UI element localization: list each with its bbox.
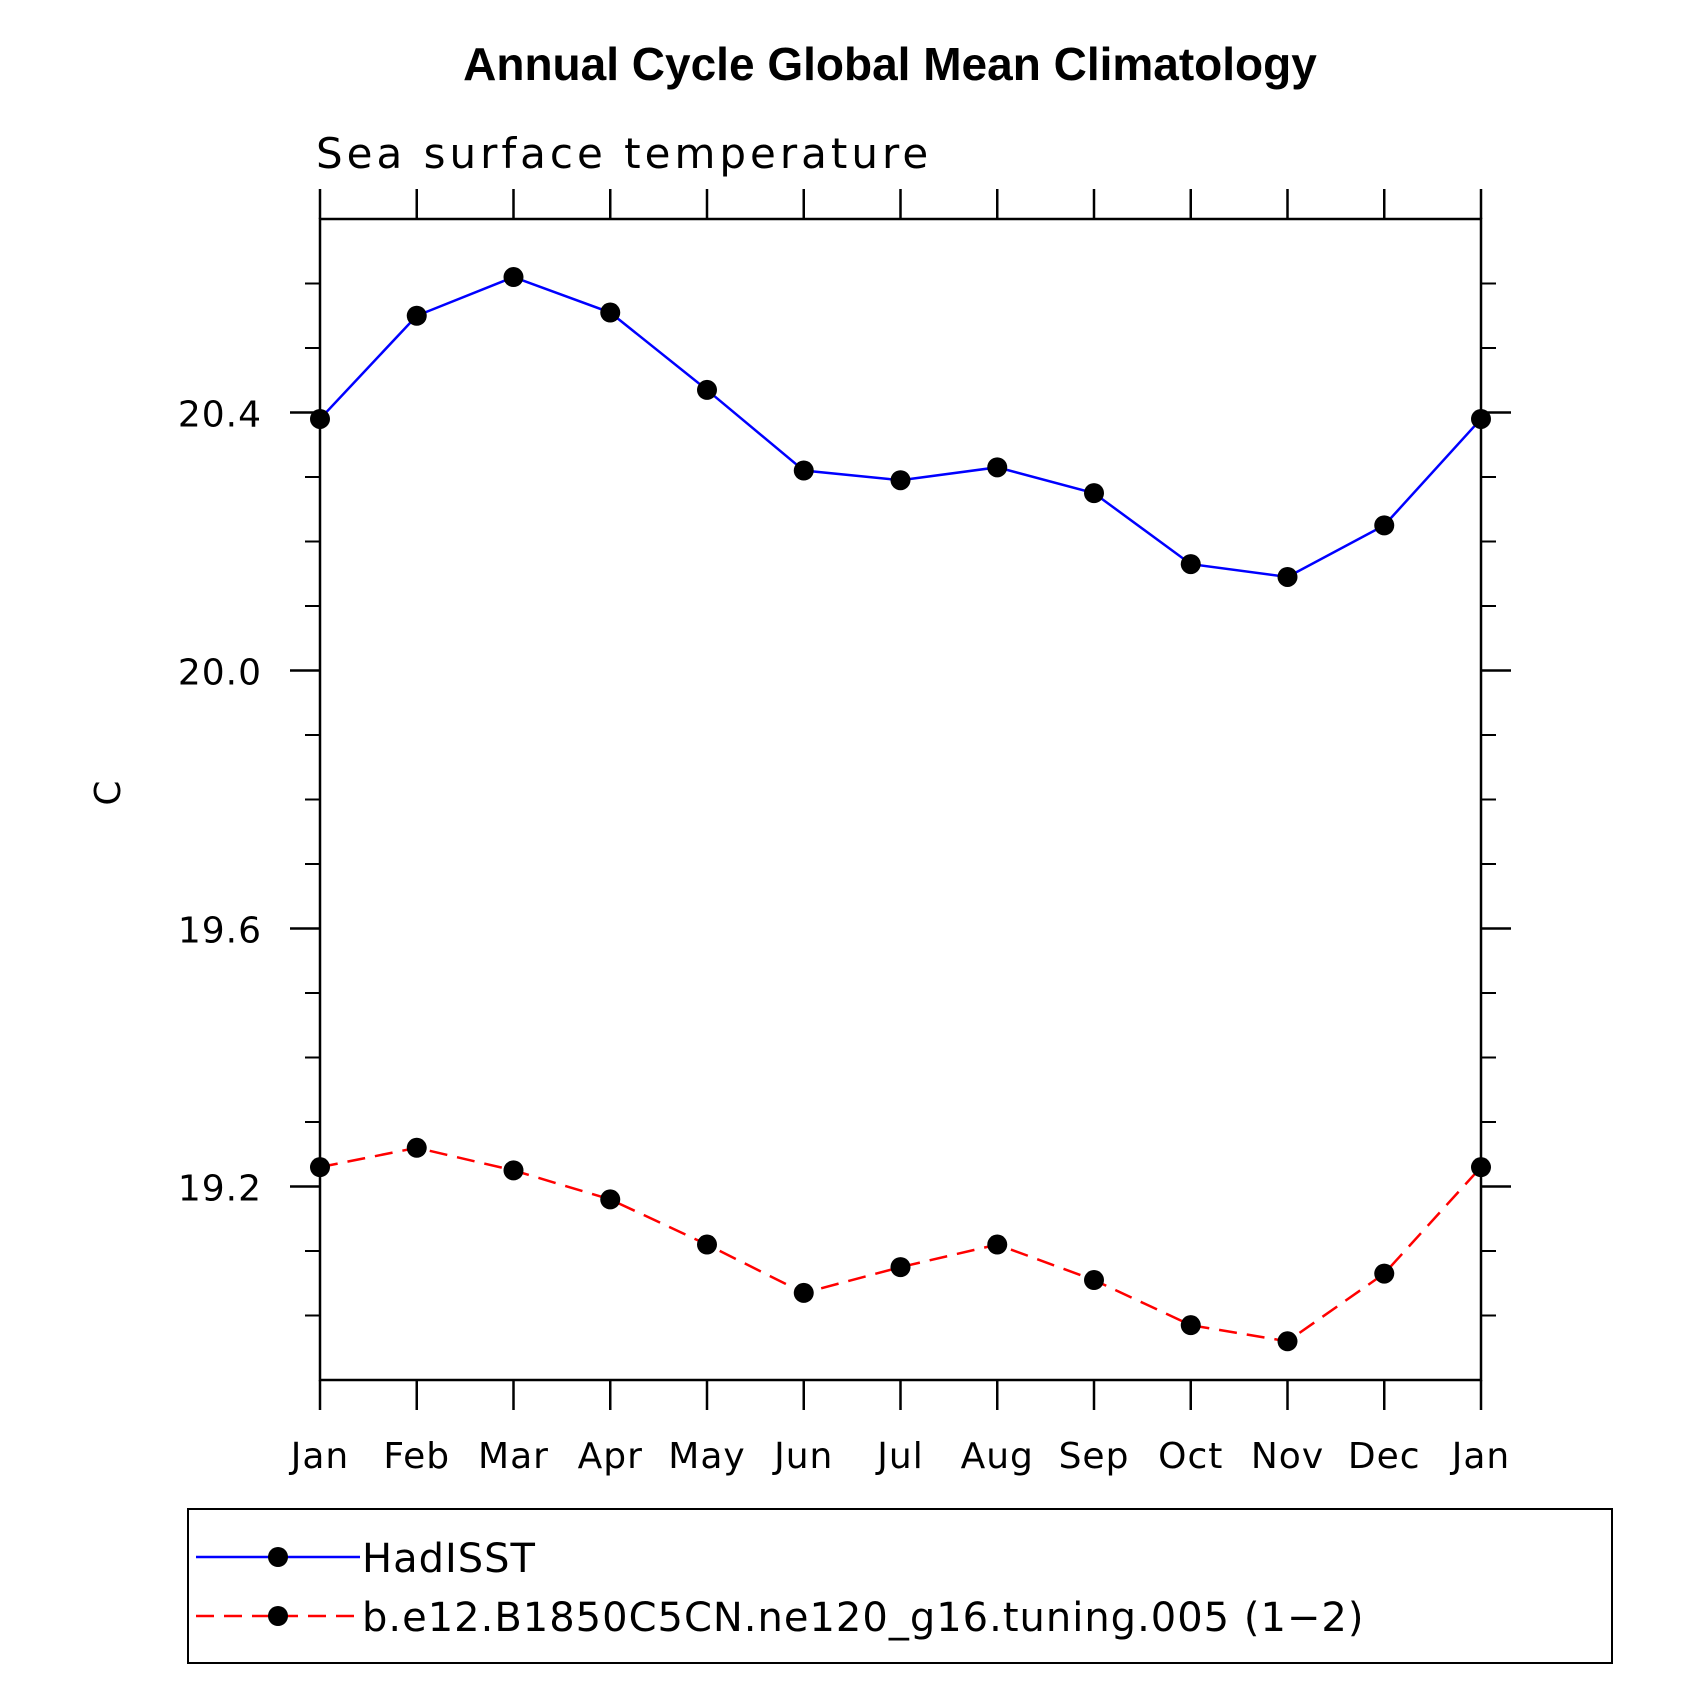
x-tick-labels: Jan Feb Mar Apr May Jun Jul Aug Sep Oct Nov Dec Jan <box>289 1436 1511 1477</box>
series-1-point <box>890 1257 911 1278</box>
series-1-point <box>503 1160 524 1181</box>
x-tick-label: Dec <box>1348 1436 1421 1477</box>
legend-marker-model <box>268 1606 288 1626</box>
series-0-point <box>1374 515 1395 536</box>
x-tick-label: May <box>668 1436 745 1477</box>
x-tick-label: Apr <box>578 1436 643 1477</box>
series-lines <box>310 267 1491 1352</box>
series-1-point <box>310 1157 330 1178</box>
series-0-point <box>310 408 330 429</box>
legend: HadISST b.e12.B1850C5CN.ne120_g16.tuning… <box>187 1508 1613 1664</box>
y-tick-labels: 19.2 19.6 20.0 20.4 <box>178 395 262 1210</box>
y-axis-label: C <box>88 780 129 805</box>
series-0-point <box>503 267 524 288</box>
chart-subtitle: Sea surface temperature <box>316 129 932 178</box>
legend-label-hadisst: HadISST <box>362 1536 536 1582</box>
series-0-point <box>1084 483 1104 504</box>
series-0-point <box>793 460 814 481</box>
series-1-point <box>987 1234 1008 1255</box>
series-0-point <box>1180 554 1201 575</box>
chart-title: Annual Cycle Global Mean Climatology <box>463 38 1317 90</box>
series-0-point <box>1471 408 1491 429</box>
x-tick-label: Feb <box>383 1436 450 1477</box>
series-1-point <box>600 1189 621 1210</box>
series-1-point <box>406 1137 427 1158</box>
axis-ticks <box>290 189 1511 1410</box>
legend-marker-hadisst <box>268 1547 288 1567</box>
series-1-point <box>1180 1315 1201 1336</box>
series-line-1 <box>319 1146 1482 1343</box>
series-0-point <box>987 457 1008 478</box>
y-tick-label: 20.0 <box>178 653 262 694</box>
legend-box <box>187 1508 1613 1664</box>
x-tick-label: Nov <box>1251 1436 1324 1477</box>
legend-label-model: b.e12.B1850C5CN.ne120_g16.tuning.005 (1−… <box>362 1595 1364 1641</box>
x-tick-label: Mar <box>478 1436 549 1477</box>
series-0-point <box>697 379 717 400</box>
series-0-point <box>406 305 427 326</box>
plot-axes <box>318 217 1483 1382</box>
y-tick-label: 19.2 <box>178 1169 262 1210</box>
series-0-point <box>1277 566 1298 587</box>
x-tick-label: Aug <box>961 1436 1034 1477</box>
series-1-point <box>1471 1157 1491 1178</box>
x-tick-label: Jul <box>875 1436 923 1477</box>
series-1-point <box>1374 1263 1395 1284</box>
y-tick-label: 19.6 <box>178 911 262 952</box>
y-tick-label: 20.4 <box>178 395 262 436</box>
x-tick-label: Oct <box>1158 1436 1223 1477</box>
series-1-point <box>1084 1270 1104 1291</box>
plot-frame <box>318 217 1483 1382</box>
series-0-point <box>890 470 911 491</box>
series-1-point <box>697 1234 717 1255</box>
series-1-point <box>1277 1331 1298 1352</box>
series-1-point <box>793 1282 814 1303</box>
x-tick-label: Jan <box>289 1436 350 1477</box>
x-tick-label: Jun <box>772 1436 833 1477</box>
x-tick-label: Sep <box>1059 1436 1130 1477</box>
series-line-0 <box>319 275 1482 579</box>
series-0-point <box>600 302 621 323</box>
x-tick-label: Jan <box>1450 1436 1511 1477</box>
